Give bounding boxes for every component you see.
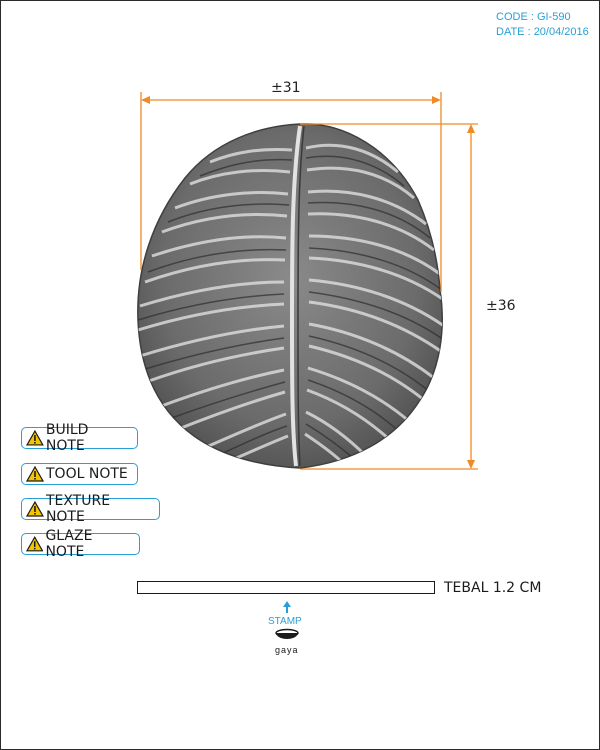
texture-note-button[interactable]: TEXTURE NOTE: [21, 493, 160, 525]
glaze-note-button[interactable]: GLAZE NOTE: [21, 528, 140, 560]
build-note-label: BUILD NOTE: [45, 422, 89, 454]
stamp-label: STAMP: [268, 616, 302, 627]
height-arrow-bottom: [467, 460, 475, 469]
stamp-icon: [275, 628, 299, 639]
warning-icon: [26, 536, 44, 552]
texture-note-label: TEXTURE NOTE: [45, 493, 111, 525]
glaze-note-label: GLAZE NOTE: [45, 528, 93, 560]
thickness-bar: [137, 581, 435, 594]
thickness-label: TEBAL 1.2 CM: [444, 580, 542, 596]
warning-icon: [26, 430, 44, 446]
tool-note-label: TOOL NOTE: [46, 466, 128, 482]
leaf-body: [137, 123, 443, 469]
tool-note-button[interactable]: TOOL NOTE: [21, 463, 138, 485]
build-note-button[interactable]: BUILD NOTE: [21, 422, 138, 454]
product-date: DATE : 20/04/2016: [496, 26, 589, 38]
product-code: CODE : GI-590: [496, 11, 571, 23]
stamp-brand: gaya: [275, 645, 299, 655]
leaf-veins-left: [137, 148, 293, 462]
warning-icon: [26, 466, 44, 482]
height-arrow-top: [467, 124, 475, 133]
leaf-veins-right: [304, 143, 443, 466]
arrow-up-icon: [283, 601, 291, 613]
leaf-midrib: [290, 125, 302, 467]
width-arrow-right: [432, 96, 441, 104]
width-label: ±31: [271, 80, 301, 96]
width-dimension: [140, 92, 442, 292]
height-label: ±36: [486, 298, 516, 314]
warning-icon: [26, 501, 44, 517]
height-dimension: [300, 123, 478, 470]
spec-header: CODE : GI-590 DATE : 20/04/2016: [496, 10, 589, 40]
width-arrow-left: [141, 96, 150, 104]
